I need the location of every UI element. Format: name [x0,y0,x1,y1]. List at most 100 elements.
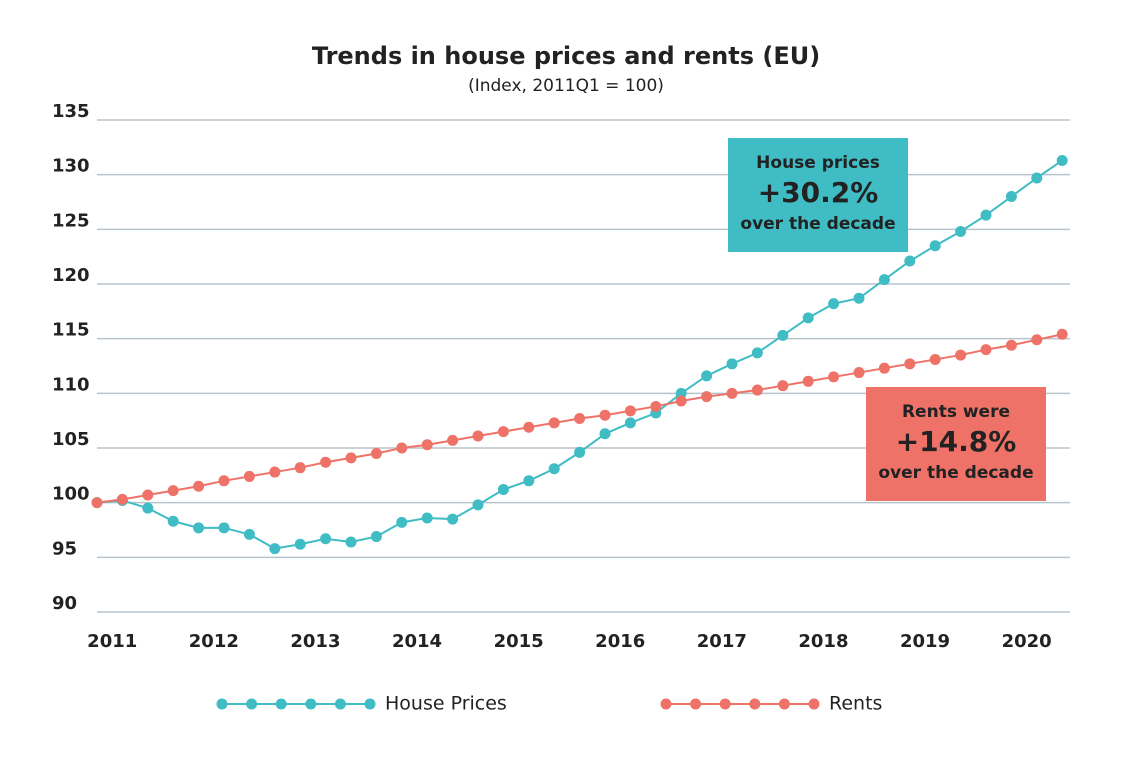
data-point [701,391,713,403]
data-point [396,442,408,454]
chart-subtitle: (Index, 2011Q1 = 100) [468,76,664,96]
data-point [574,446,586,458]
annotation-text: over the decade [878,463,1033,483]
legend-marker [719,698,731,710]
legend-marker [305,698,317,710]
data-point [574,412,586,424]
y-tick-label: 130 [52,156,90,177]
data-point [193,480,205,492]
annotation-box [866,387,1046,501]
x-tick-label: 2017 [697,631,747,652]
x-tick-label: 2016 [595,631,645,652]
legend-label: Rents [829,693,882,715]
y-tick-label: 115 [52,320,90,341]
data-point [1056,154,1068,166]
data-point [497,426,509,438]
data-point [243,470,255,482]
x-tick-label: 2013 [290,631,340,652]
y-tick-label: 90 [52,593,77,614]
data-point [802,375,814,387]
y-tick-label: 110 [52,374,90,395]
data-point [116,493,128,505]
data-point [269,466,281,478]
data-point [853,292,865,304]
data-point [878,274,890,286]
data-point [828,371,840,383]
data-point [523,475,535,487]
data-point [955,349,967,361]
x-tick-label: 2018 [798,631,848,652]
annotation-text: over the decade [740,214,895,234]
data-point [294,538,306,550]
data-point [980,209,992,221]
annotation-text: Rents were [902,402,1010,422]
data-point [193,522,205,534]
y-tick-label: 135 [52,101,90,122]
annotation-text: +14.8% [896,425,1017,458]
data-point [472,499,484,511]
data-point [396,516,408,528]
data-point [345,536,357,548]
data-point [421,439,433,451]
legend-marker [808,698,820,710]
data-point [548,463,560,475]
data-point [472,430,484,442]
data-point [523,421,535,433]
data-point [91,497,103,509]
legend-marker [334,698,346,710]
data-point [904,255,916,267]
x-tick-label: 2015 [494,631,544,652]
data-point [1005,191,1017,203]
chart-title: Trends in house prices and rents (EU) [312,42,820,70]
data-point [726,387,738,399]
data-point [726,358,738,370]
x-tick-label: 2014 [392,631,442,652]
data-point [624,405,636,417]
legend-marker [690,698,702,710]
data-point [243,528,255,540]
data-point [548,417,560,429]
y-tick-label: 95 [52,538,77,559]
y-tick-label: 120 [52,265,90,286]
y-tick-label: 125 [52,210,90,231]
annotation-box [728,138,908,252]
data-point [370,447,382,459]
legend-marker [364,698,376,710]
data-point [878,362,890,374]
x-tick-label: 2020 [1002,631,1052,652]
data-point [802,312,814,324]
annotation-text: House prices [756,153,880,173]
data-point [320,533,332,545]
legend-marker [246,698,258,710]
y-tick-label: 100 [52,484,90,505]
data-point [218,522,230,534]
data-point [675,395,687,407]
data-point [142,502,154,514]
data-point [701,370,713,382]
data-point [320,456,332,468]
x-tick-label: 2019 [900,631,950,652]
data-point [167,515,179,527]
data-point [370,531,382,543]
data-point [675,387,687,399]
data-point [294,462,306,474]
legend-marker [660,698,672,710]
data-point [853,367,865,379]
y-tick-label: 105 [52,429,90,450]
x-tick-label: 2011 [87,631,137,652]
data-point [955,226,967,238]
data-point [1031,334,1043,346]
data-point [142,489,154,501]
data-point [777,380,789,392]
data-point [624,417,636,429]
data-point [421,512,433,524]
data-point [497,484,509,496]
legend-marker [275,698,287,710]
data-point [599,428,611,440]
data-point [1056,328,1068,340]
legend-marker [778,698,790,710]
data-point [777,329,789,341]
data-point [980,344,992,356]
legend-marker [216,698,228,710]
